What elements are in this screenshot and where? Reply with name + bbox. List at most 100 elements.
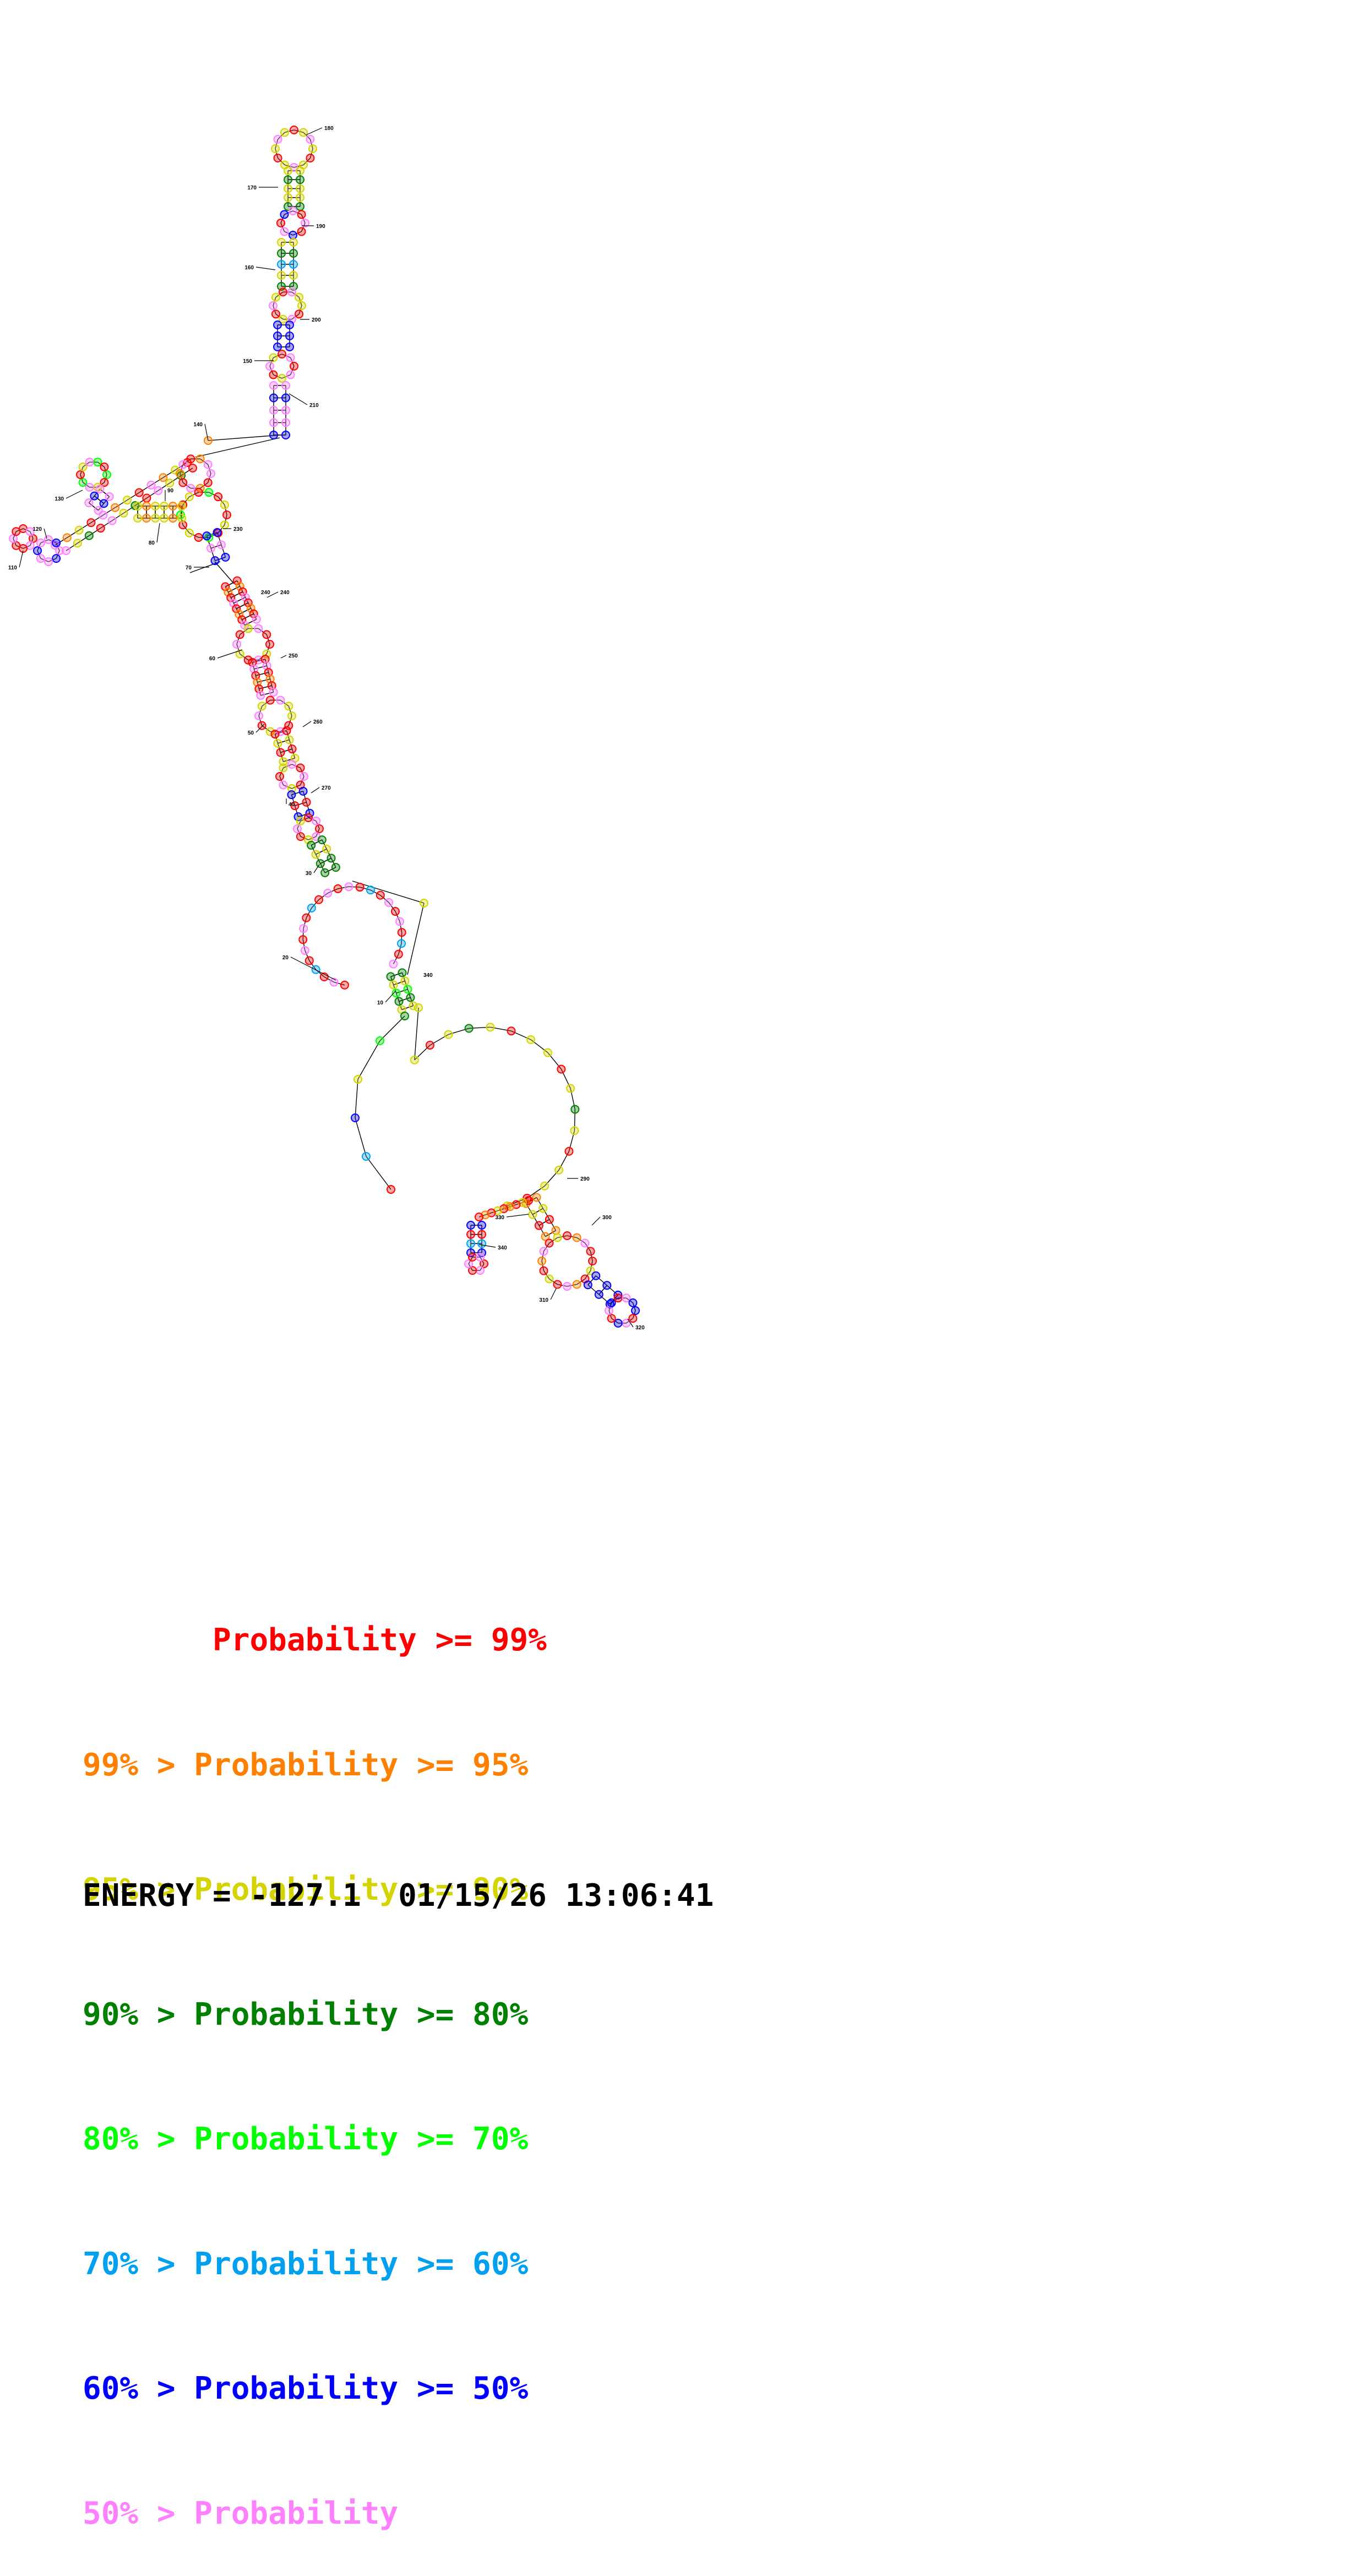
nucleotide xyxy=(273,135,282,144)
backbone-segment xyxy=(284,129,295,133)
nucleotide xyxy=(528,1210,537,1219)
nucleotide xyxy=(235,649,244,659)
backbone-segment xyxy=(316,849,327,855)
nucleotide xyxy=(290,126,298,134)
nucleotide xyxy=(262,630,271,639)
backbone-segment xyxy=(200,458,209,465)
nucleotide xyxy=(297,227,306,236)
nucleotide xyxy=(314,895,324,904)
nucleotide xyxy=(107,516,117,525)
position-label: 70 xyxy=(186,565,192,571)
backbone-segment xyxy=(557,1235,568,1238)
nucleotide xyxy=(284,166,292,175)
nucleotide xyxy=(146,480,156,490)
nucleotide xyxy=(507,1026,516,1036)
backbone-segment xyxy=(135,497,147,506)
backbone-segment xyxy=(497,1208,504,1211)
nucleotide xyxy=(355,883,365,892)
nucleotide xyxy=(526,1035,535,1044)
backbone-segment xyxy=(491,1210,498,1214)
nucleotide xyxy=(177,514,186,523)
backbone-segment xyxy=(407,903,425,975)
backbone-segment xyxy=(588,1284,600,1295)
nucleotide xyxy=(188,464,197,472)
nucleotide xyxy=(284,702,293,711)
backbone-segment xyxy=(260,692,274,696)
nucleotide xyxy=(397,928,406,937)
nucleotide xyxy=(257,721,267,730)
nucleotide xyxy=(254,624,263,633)
nucleotide xyxy=(271,144,280,153)
nucleotide xyxy=(271,309,280,319)
nucleotide xyxy=(403,985,412,994)
backbone-segment xyxy=(396,988,408,994)
nucleotide xyxy=(52,538,61,547)
backbone-segment xyxy=(255,672,269,676)
nucleotide xyxy=(545,1274,554,1284)
legend-row-90: 95% > Probability >= 90% xyxy=(83,1869,547,1911)
nucleotide xyxy=(99,510,108,520)
nucleotide xyxy=(566,1084,575,1093)
nucleotide xyxy=(154,486,163,495)
backbone-segment xyxy=(278,132,285,140)
backbone-segment xyxy=(301,214,306,224)
nucleotide xyxy=(278,374,286,383)
backbone-segment xyxy=(274,733,279,744)
nucleotide xyxy=(376,890,385,900)
backbone-segment xyxy=(139,485,151,493)
backbone-segment xyxy=(200,482,209,489)
nucleotide xyxy=(133,502,142,510)
backbone-segment xyxy=(204,423,209,441)
backbone-segment xyxy=(66,490,83,499)
nucleotide xyxy=(99,499,108,508)
position-label: 140 xyxy=(193,422,203,428)
backbone-segment xyxy=(541,1251,545,1262)
nucleotide xyxy=(425,1041,434,1050)
nucleotide xyxy=(254,711,263,720)
nucleotide xyxy=(220,500,229,509)
legend-text: Probability >= 99% xyxy=(213,1622,547,1658)
nucleotide xyxy=(394,949,403,959)
backbone-segment xyxy=(266,644,270,654)
nucleotide xyxy=(276,219,285,227)
backbone-segment xyxy=(292,210,302,215)
backbone-segment xyxy=(300,768,304,777)
nucleotide xyxy=(90,491,99,501)
backbone-segment xyxy=(478,1244,496,1248)
backbone-segment xyxy=(206,535,211,548)
backbone-segment xyxy=(283,764,292,769)
nucleotide xyxy=(210,556,220,566)
nucleotide xyxy=(287,744,297,754)
nucleotide xyxy=(100,478,109,487)
backbone-segment xyxy=(43,528,47,539)
nucleotide xyxy=(177,502,186,510)
backbone-segment xyxy=(288,715,292,726)
nucleotide xyxy=(289,206,297,215)
nucleotide xyxy=(545,1215,554,1224)
backbone-segment xyxy=(545,1230,556,1237)
nucleotide xyxy=(186,454,195,464)
nucleotide xyxy=(256,691,265,700)
position-label: 250 xyxy=(289,653,298,659)
nucleotide xyxy=(281,393,290,403)
position-label: 40 xyxy=(289,802,295,808)
nucleotide xyxy=(269,393,278,403)
nucleotide xyxy=(289,238,298,247)
backbone-segment xyxy=(549,1237,558,1244)
nucleotide xyxy=(480,1259,488,1268)
backbone-segment xyxy=(380,895,389,903)
backbone-segment xyxy=(320,857,331,864)
nucleotide xyxy=(302,797,311,807)
backbone-segment xyxy=(298,297,302,306)
nucleotide xyxy=(387,1185,395,1194)
nucleotide xyxy=(273,320,282,329)
backbone-segment xyxy=(262,699,271,707)
position-labels: 180 170 190 160 200 150 210 140 130 120 110 90 80 230… xyxy=(8,126,645,1331)
nucleotide xyxy=(133,514,142,523)
backbone-segment xyxy=(240,586,243,592)
position-label: 110 xyxy=(8,565,18,571)
backbone-segment xyxy=(291,794,296,806)
backbone-segment xyxy=(233,596,246,604)
backbone-segment xyxy=(273,374,282,379)
nucleotide xyxy=(285,735,294,744)
